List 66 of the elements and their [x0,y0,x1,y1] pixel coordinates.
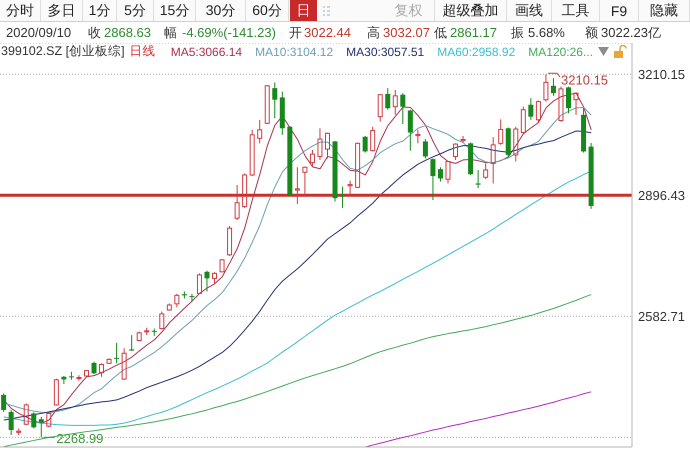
candlestick [430,158,436,201]
candlestick [550,78,556,96]
text: 5分 [124,2,146,20]
candlestick [257,119,262,144]
candlestick [1,392,6,412]
text: 复权 [394,2,422,20]
candlestick [385,88,390,110]
text: 多日 [48,2,76,20]
line-series [3,294,592,447]
text: 振 [511,25,524,40]
text: MA120:26... [528,44,593,58]
text: 3032.07 [383,25,430,40]
candlestick [490,136,496,184]
annotation: 3210.15 [561,72,608,88]
text: 5.68% [528,25,565,40]
text: 3022.44 [304,25,351,40]
candlestick [422,138,428,159]
candlestick [8,409,14,436]
text: 分时 [6,2,34,20]
candlestick [92,361,97,375]
candlestick [31,412,36,429]
candlestick [114,342,120,364]
text: MA30:3057.51 [346,44,424,58]
y-tick-label: 3210.15 [638,66,685,82]
y-tick-label: 2582.71 [638,308,685,324]
line-series [364,391,592,447]
candlestick [392,90,398,116]
candlestick [400,92,406,125]
candlestick [362,135,368,154]
text: -4.69%(-141.23) [182,25,276,40]
chart-title: 399102.SZ [创业板综] [1,43,125,60]
candlestick [528,98,534,120]
candlestick [294,166,300,204]
text: 收 [88,25,101,40]
text: 工具 [562,2,590,20]
text: 3022.23亿 [601,25,661,40]
text: 2020/09/10 [6,25,72,40]
text: MA5:3066.14 [170,44,242,58]
text: F9 [610,2,628,18]
candlestick [38,416,44,438]
chart-subtitle: 日线 [130,43,156,60]
text: 开 [289,25,302,40]
text: 2868.63 [104,25,151,40]
text: 隐藏 [650,2,678,20]
text: MA60:2958.92 [437,44,516,58]
text: 60分 [252,2,282,20]
text: 低 [434,25,447,40]
candlestick [408,109,413,152]
text: 额 [585,25,598,40]
text: 30分 [206,2,236,20]
candlestick [438,166,443,182]
text: 1分 [88,2,110,20]
text: 15分 [160,2,190,20]
text: 日 [296,2,310,20]
text: 画线 [515,2,543,20]
candlestick [566,86,572,114]
text: 幅 [164,25,177,40]
y-tick-label: 2896.43 [638,188,685,203]
text: MA10:3104.12 [255,44,334,58]
candlestick [204,270,210,292]
annotation: 2268.99 [56,430,104,446]
candlestick [272,82,278,119]
text: 高 [367,25,380,40]
candlestick [152,328,157,336]
text: 超级叠加 [442,2,498,20]
text: 2861.17 [450,25,497,40]
